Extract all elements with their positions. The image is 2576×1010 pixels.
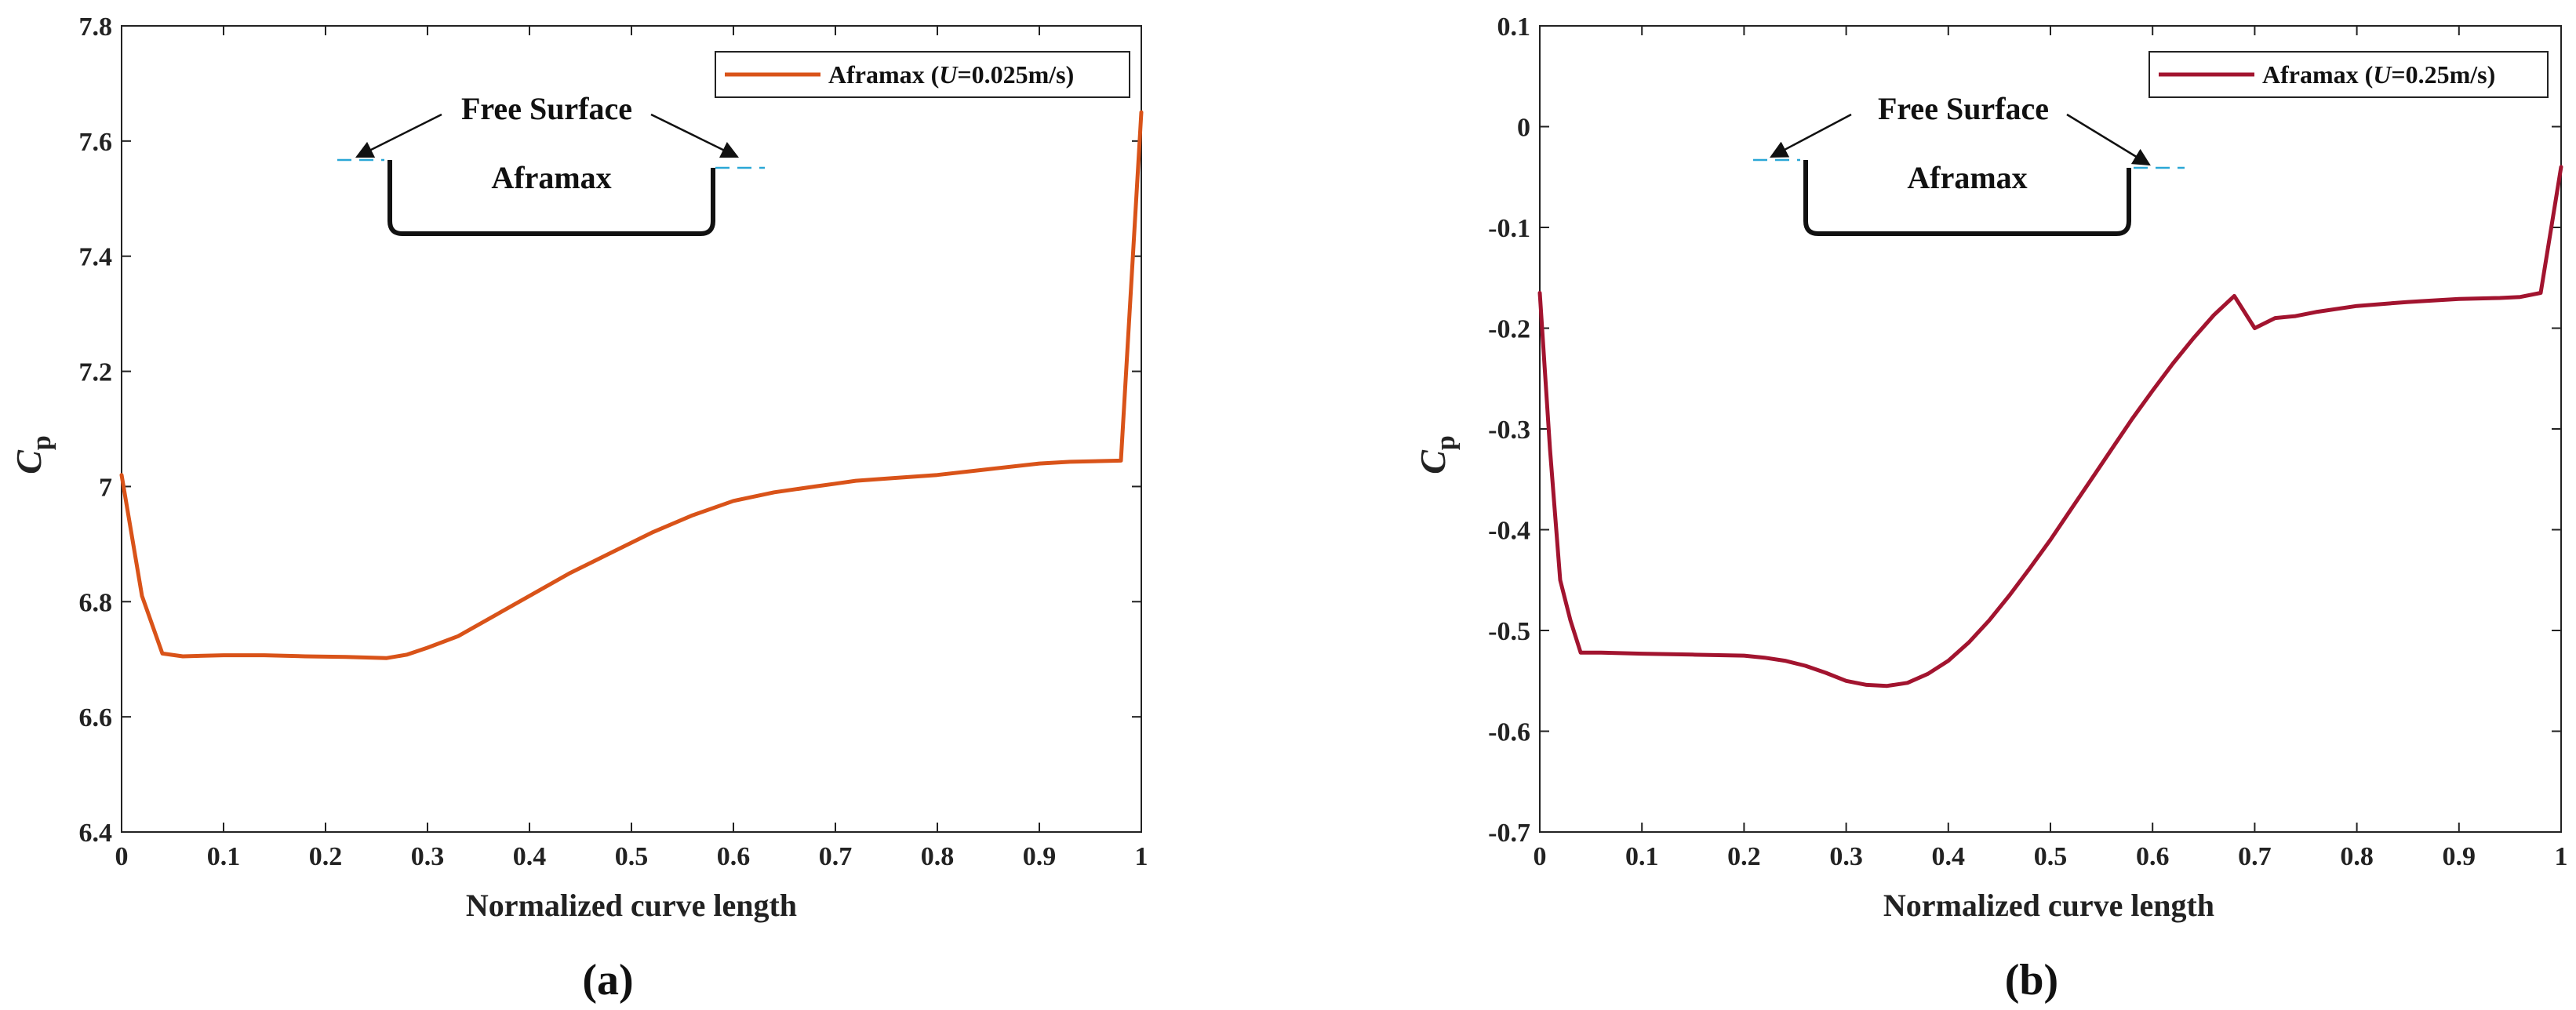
x-tick-label: 0.3 [1829,842,1863,871]
x-tick-label: 0 [115,842,129,871]
legend-a: Aframax (U=0.025m/s) [715,51,1130,98]
x-ticks-b: 0 0.1 0.2 0.3 0.4 0.5 0.6 0.7 0.8 0.9 1 [1534,26,2568,871]
chart-panel-b: 0 0.1 0.2 0.3 0.4 0.5 0.6 0.7 0.8 0.9 1 -0.7-0.6-0… [1413,13,2568,1005]
x-tick-label: 0.7 [819,842,853,871]
arrow-left-a [355,113,442,158]
y-tick-label: -0.3 [1488,416,1530,445]
y-tick-label: 6.4 [79,819,113,848]
x-axis-label-a: Normalized curve length [466,888,797,923]
y-tick-label: -0.6 [1488,718,1530,747]
y-tick-label: -0.2 [1488,315,1530,344]
inset-schematic-a: Free Surface Aframax [337,91,765,236]
x-tick-label: 0.6 [2136,842,2170,871]
series-line [1537,165,2563,688]
x-tick-label: 0.4 [513,842,547,871]
x-axis-label-b: Normalized curve length [1883,888,2214,923]
arrow-left-b [1770,113,1852,158]
y-ticks-a: 6.4 6.6 6.8 7 7.2 7.4 7.6 7.8 [79,13,1141,848]
arrow-right-b [2066,113,2151,166]
x-tick-label: 0.5 [2034,842,2068,871]
y-axis-label-b: Cp [1413,435,1461,474]
y-tick-label: 7.4 [79,243,113,272]
y-tick-label: -0.4 [1488,517,1530,546]
panel-label-a: (a) [582,956,633,1005]
x-tick-label: 1 [2555,842,2568,871]
x-tick-label: 0.9 [2443,842,2476,871]
legend-box-a [715,51,1130,98]
y-tick-label: -0.1 [1488,214,1530,243]
plot-area-b [1539,25,2562,833]
x-tick-label: 0.6 [717,842,751,871]
hull-label-b: Aframax [1907,160,2027,195]
y-tick-label: 7.2 [79,358,113,387]
x-ticks-a: 0 0.1 0.2 0.3 0.4 0.5 0.6 0.7 0.8 0.9 1 [115,26,1148,871]
y-tick-label: 7.8 [79,13,113,42]
free-surface-label-a: Free Surface [461,91,632,126]
inset-schematic-b: Free Surface Aframax [1753,91,2185,236]
x-tick-label: 0.1 [1625,842,1659,871]
x-tick-label: 1 [1135,842,1148,871]
y-tick-label: 6.8 [79,588,113,617]
y-ticks-b: -0.7 -0.6 -0.5 -0.4 -0.3 -0.2 -0.1 0 0.1 [1488,13,2561,848]
legend-label-a: Aframax (U=0.025m/s) [828,60,1074,89]
x-tick-label: 0.8 [2340,842,2374,871]
x-tick-label: 0.1 [207,842,241,871]
x-tick-label: 0.8 [921,842,955,871]
x-tick-label: 0.5 [615,842,649,871]
x-tick-label: 0.2 [1727,842,1761,871]
x-tick-label: 0.7 [2238,842,2272,871]
x-tick-label: 0.4 [1932,842,1966,871]
series-layer-a [119,110,1144,660]
y-tick-label: 0 [1517,114,1530,143]
y-tick-label: 7.6 [79,128,113,157]
hull-outline-a [387,160,715,236]
y-axis-label-a: Cp [9,435,56,474]
series-layer-b [1537,165,2563,688]
y-tick-label: 7 [99,473,112,502]
x-tick-label: 0.3 [411,842,445,871]
series-line [119,110,1144,660]
chart-panel-a: 0 0.1 0.2 0.3 0.4 0.5 0.6 0.7 0.8 0.9 1 6.4 6.6 6.8 7… [9,13,1148,1005]
y-tick-label: 6.6 [79,703,113,732]
x-tick-label: 0.2 [309,842,343,871]
arrow-right-a [650,113,740,158]
legend-label-b: Aframax (U=0.25m/s) [2262,60,2495,89]
free-surface-label-b: Free Surface [1878,91,2049,126]
x-tick-label: 0.9 [1023,842,1057,871]
hull-label-a: Aframax [491,160,611,195]
legend-b: Aframax (U=0.25m/s) [2148,51,2549,98]
panel-label-b: (b) [2005,956,2058,1005]
x-tick-label: 0 [1534,842,1547,871]
y-tick-label: 0.1 [1497,13,1531,42]
plot-area-a [121,25,1142,833]
hull-outline-b [1803,160,2131,236]
y-tick-label: -0.7 [1488,819,1530,848]
y-tick-label: -0.5 [1488,617,1530,646]
